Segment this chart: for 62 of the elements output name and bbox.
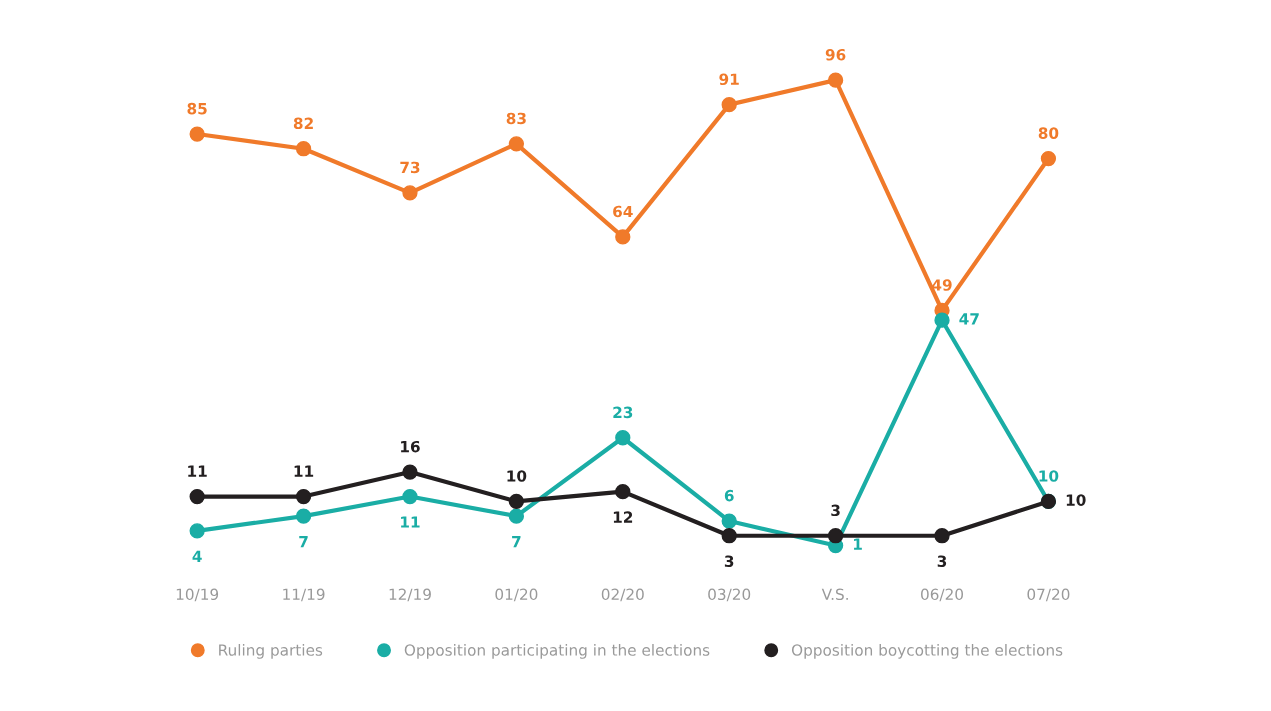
point	[721, 513, 737, 529]
data-label: 16	[401, 440, 420, 453]
data-label: 1	[854, 538, 862, 550]
point	[615, 484, 631, 500]
point	[189, 523, 205, 539]
data-label: 6	[724, 489, 734, 502]
data-label: 80	[1038, 127, 1059, 139]
data-label: 10	[1066, 494, 1086, 506]
point	[402, 488, 418, 505]
point	[615, 430, 631, 446]
data-label: 3	[831, 504, 840, 517]
point	[508, 493, 525, 510]
point	[615, 229, 631, 245]
data-label: 11	[401, 516, 420, 528]
data-label: 3	[937, 555, 947, 567]
x-tick-label: 02/20	[601, 588, 644, 602]
data-label: 23	[613, 406, 633, 419]
x-tick-label: 12/19	[389, 588, 431, 602]
data-label: 83	[506, 112, 526, 125]
point	[827, 528, 844, 544]
x-tick-label: 11/19	[283, 588, 325, 602]
data-label: 47	[959, 313, 979, 325]
data-label: 4	[192, 550, 202, 562]
data-label: 11	[294, 465, 314, 477]
data-label: 82	[293, 117, 313, 130]
point	[295, 508, 312, 524]
point	[295, 488, 312, 505]
data-label: 10	[507, 470, 527, 482]
legend-label: Opposition boycotting the elections	[791, 643, 1063, 659]
point	[189, 488, 205, 505]
point	[1040, 150, 1057, 167]
point	[295, 141, 312, 157]
data-label: 73	[400, 161, 420, 174]
data-label: 7	[512, 536, 521, 548]
data-label: 96	[825, 48, 846, 61]
x-tick-label: 07/20	[1027, 588, 1070, 602]
point	[934, 312, 950, 328]
legend-label: Opposition participating in the elections	[404, 643, 710, 659]
point	[508, 136, 525, 152]
x-tick-label: 01/20	[495, 588, 538, 602]
data-label: 11	[188, 465, 207, 477]
x-tick-label: 06/20	[921, 588, 964, 602]
x-tick-label: 03/20	[708, 588, 751, 602]
data-label: 49	[932, 279, 952, 291]
data-label: 10	[1039, 470, 1059, 482]
point	[189, 126, 205, 142]
point	[402, 185, 418, 201]
data-label: 3	[724, 555, 734, 567]
legend-label: Ruling parties	[219, 643, 323, 659]
point	[508, 508, 525, 524]
data-label: 64	[613, 205, 633, 218]
data-label: 12	[613, 511, 633, 523]
data-label: 85	[187, 102, 207, 115]
point	[402, 464, 418, 480]
point	[721, 97, 737, 113]
data-label: 91	[719, 73, 739, 86]
point	[827, 72, 844, 88]
point	[934, 528, 950, 544]
point	[721, 528, 737, 544]
data-label: 7	[299, 536, 308, 548]
x-tick-label: 10/19	[176, 588, 219, 602]
x-tick-label: V.S.	[821, 588, 848, 601]
